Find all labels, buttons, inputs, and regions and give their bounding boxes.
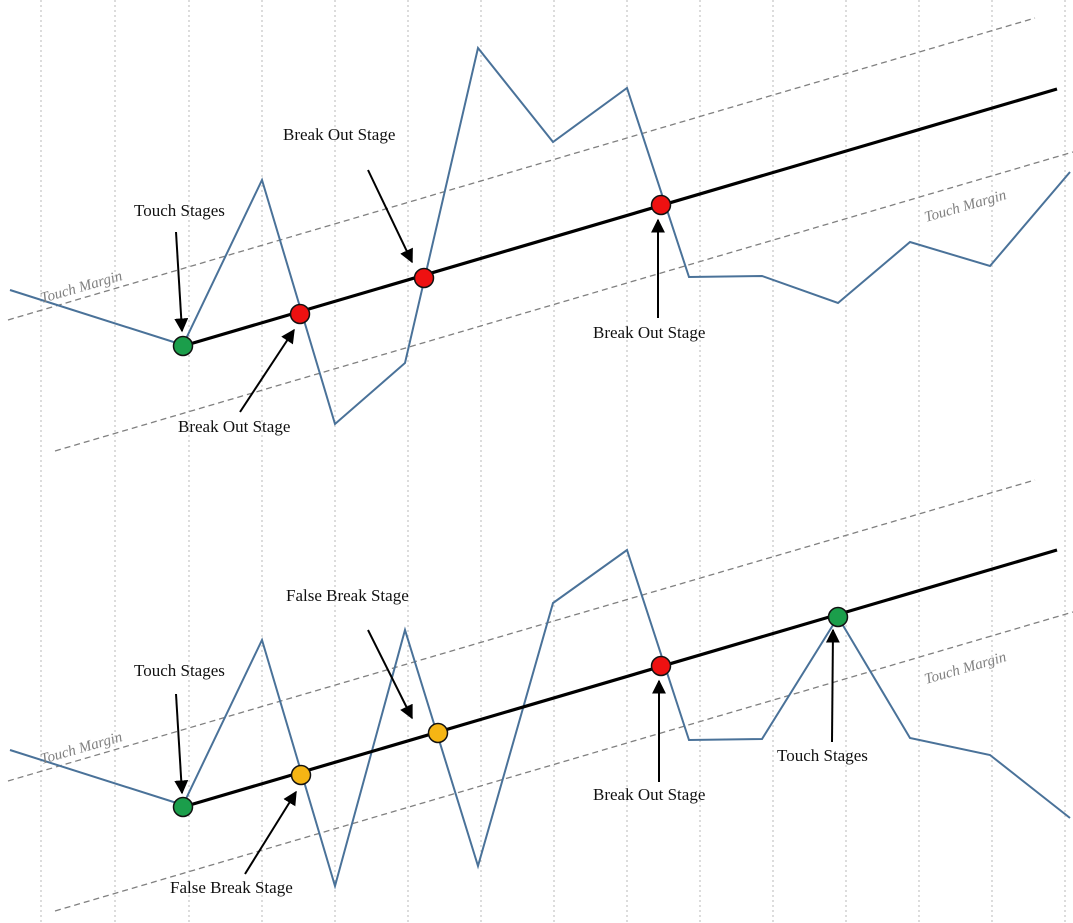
top-price-line [9, 45, 1071, 426]
top-touch-point [172, 335, 194, 357]
top-label-break-out-right: Break Out Stage [593, 323, 705, 342]
bottom-label-false-break-upper: False Break Stage [286, 586, 409, 605]
bottom-label-touch-margin-left: Touch Margin [39, 729, 124, 768]
top-label-touch-stages: Touch Stages [134, 201, 225, 220]
bottom-arrow-touch-right [825, 628, 840, 743]
bottom-price-line [9, 548, 1071, 890]
top-label-touch-margin-left: Touch Margin [39, 268, 124, 307]
bottom-label-touch-margin-right: Touch Margin [923, 649, 1008, 688]
top-arrow-breakout-lower [239, 328, 295, 413]
bottom-touch-point-left [172, 796, 194, 818]
top-breakout-point-1 [289, 303, 311, 325]
bottom-touch-point-right [827, 606, 849, 628]
bottom-arrows [174, 628, 840, 875]
top-panel: Break Out Stage Touch Stages Break Out S… [7, 17, 1073, 452]
top-label-break-out-upper: Break Out Stage [283, 125, 395, 144]
bottom-arrow-false-break-lower [244, 790, 297, 875]
bottom-touch-margin-lower [54, 611, 1073, 912]
bottom-label-break-out: Break Out Stage [593, 785, 705, 804]
bottom-label-false-break-lower: False Break Stage [170, 878, 293, 897]
top-arrows [174, 169, 665, 413]
bottom-trend-line [182, 548, 1058, 809]
top-touch-margin-upper [7, 17, 1036, 321]
top-label-touch-margin-right: Touch Margin [923, 187, 1008, 226]
top-arrow-breakout-upper [367, 169, 413, 264]
top-breakout-point-3 [650, 194, 672, 216]
bottom-panel: False Break Stage Touch Stages Touch Sta… [7, 479, 1073, 912]
top-trend-line [182, 87, 1058, 348]
top-arrow-touch [174, 231, 189, 333]
bottom-false-break-point-2 [427, 722, 449, 744]
bottom-breakout-point [650, 655, 672, 677]
bottom-label-touch-stages-left: Touch Stages [134, 661, 225, 680]
bottom-touch-margin-upper [7, 479, 1036, 782]
bottom-arrow-false-break-upper [367, 629, 413, 720]
bottom-label-touch-stages-right: Touch Stages [777, 746, 868, 765]
top-breakout-point-2 [413, 267, 435, 289]
bottom-false-break-point-1 [290, 764, 312, 786]
bottom-arrow-touch-left [174, 693, 189, 795]
top-label-break-out-lower: Break Out Stage [178, 417, 290, 436]
vertical-gridlines [40, 0, 1066, 923]
top-touch-margin-lower [54, 151, 1073, 452]
